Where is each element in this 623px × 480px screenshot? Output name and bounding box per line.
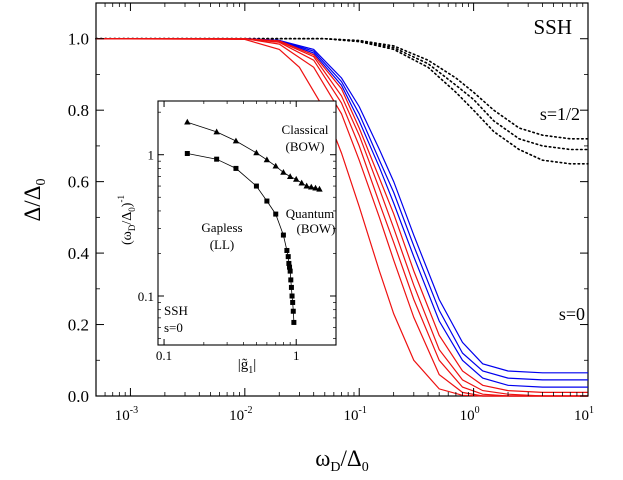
main-x-tick-label: 10-2 xyxy=(229,405,252,424)
main-series-dotted-2 xyxy=(95,37,589,165)
inset-y-tick-label: 1 xyxy=(148,148,155,163)
inset-point-square xyxy=(233,165,239,171)
inset-point-triangle xyxy=(272,162,279,169)
main-x-tick-label: 10-3 xyxy=(115,405,138,424)
inset-point-square xyxy=(285,254,291,260)
inset-point-square xyxy=(287,264,293,270)
main-y-tick-label: 0.2 xyxy=(68,316,89,335)
main-plot-frame xyxy=(95,2,589,397)
inset-point-square xyxy=(280,232,286,238)
main-series-red-10 xyxy=(95,38,588,397)
inset-point-triangle xyxy=(298,179,305,186)
main-series-red-7 xyxy=(96,38,588,397)
inset-series-group xyxy=(184,118,323,325)
inset-point-square xyxy=(289,293,295,299)
inset-plot: 0.1 1 0.1 1 Classical (BOW) Quantum (BOW) G… xyxy=(116,100,337,376)
inset-x-tick-label: 1 xyxy=(293,348,300,363)
annotation-s-zero: s=0 xyxy=(559,304,585,324)
main-series-blue-5 xyxy=(96,38,588,388)
inset-point-triangle xyxy=(253,149,260,156)
inset-point-square xyxy=(288,284,294,290)
inset-point-triangle xyxy=(316,185,323,192)
inset-tick-group: 0.1 1 0.1 1 xyxy=(138,101,336,363)
inset-plot-frame xyxy=(157,100,337,346)
inset-point-triangle xyxy=(303,182,310,189)
inset-point-square xyxy=(214,156,220,162)
inset-point-triangle xyxy=(213,128,220,135)
inset-point-square xyxy=(253,183,259,189)
inset-point-square xyxy=(284,247,290,253)
annotation-s-half: s=1/2 xyxy=(540,104,580,124)
inset-point-triangle xyxy=(280,168,287,175)
inset-point-square xyxy=(286,260,292,266)
main-series-group xyxy=(95,37,589,397)
inset-point-square xyxy=(184,151,190,157)
inset-point-triangle xyxy=(308,183,315,190)
inset-point-square xyxy=(290,308,296,314)
main-y-tick-label: 0.0 xyxy=(68,387,89,406)
inset-label-gapless: Gapless xyxy=(201,220,242,235)
inset-x-axis-label: |g̃1| xyxy=(238,357,257,376)
main-x-tick-label: 101 xyxy=(574,405,594,424)
main-tick-group: 10-3 10-2 10-1 100 101 0.0 0.2 0.4 0.6 0.8 1.0 xyxy=(68,2,594,424)
inset-label-s0: s=0 xyxy=(164,320,183,335)
main-x-tick-label: 10-1 xyxy=(344,405,367,424)
main-plot: 10-3 10-2 10-1 100 101 0.0 0.2 0.4 0.6 0.8 1.0 SSH… xyxy=(20,2,594,475)
inset-y-axis-label: (ωD/Δ0)-1 xyxy=(116,195,137,245)
inset-point-triangle xyxy=(184,118,191,125)
inset-point-triangle xyxy=(263,156,271,163)
inset-point-square xyxy=(287,268,293,274)
main-x-axis-label: ωD/Δ0 xyxy=(315,446,368,475)
main-y-tick-label: 1.0 xyxy=(68,30,89,49)
inset-label-ssh: SSH xyxy=(164,303,188,318)
inset-label-classical-bow: (BOW) xyxy=(286,139,325,154)
inset-point-square xyxy=(288,277,294,283)
inset-label-ll: (LL) xyxy=(210,237,235,252)
main-y-tick-label: 0.4 xyxy=(68,244,90,263)
corner-label-ssh: SSH xyxy=(533,15,572,39)
main-y-axis-label: Δ/Δ0 xyxy=(20,179,49,222)
inset-point-triangle xyxy=(286,173,294,180)
main-series-red-6 xyxy=(96,38,588,393)
main-y-tick-label: 0.8 xyxy=(68,101,89,120)
inset-label-classical: Classical xyxy=(282,122,329,137)
main-x-tick-label: 100 xyxy=(460,405,480,424)
inset-y-tick-label: 0.1 xyxy=(138,289,154,304)
inset-point-triangle xyxy=(232,137,240,144)
inset-point-square xyxy=(273,211,279,217)
inset-label-quantum-bow: (BOW) xyxy=(297,221,336,236)
main-y-tick-label: 0.6 xyxy=(68,173,89,192)
inset-x-tick-label: 0.1 xyxy=(156,348,172,363)
inset-point-square xyxy=(290,299,296,305)
inset-point-triangle xyxy=(293,175,300,182)
inset-point-triangle xyxy=(312,184,319,191)
inset-label-quantum: Quantum xyxy=(286,206,334,221)
inset-point-square xyxy=(264,198,270,204)
inset-point-square xyxy=(291,319,297,325)
